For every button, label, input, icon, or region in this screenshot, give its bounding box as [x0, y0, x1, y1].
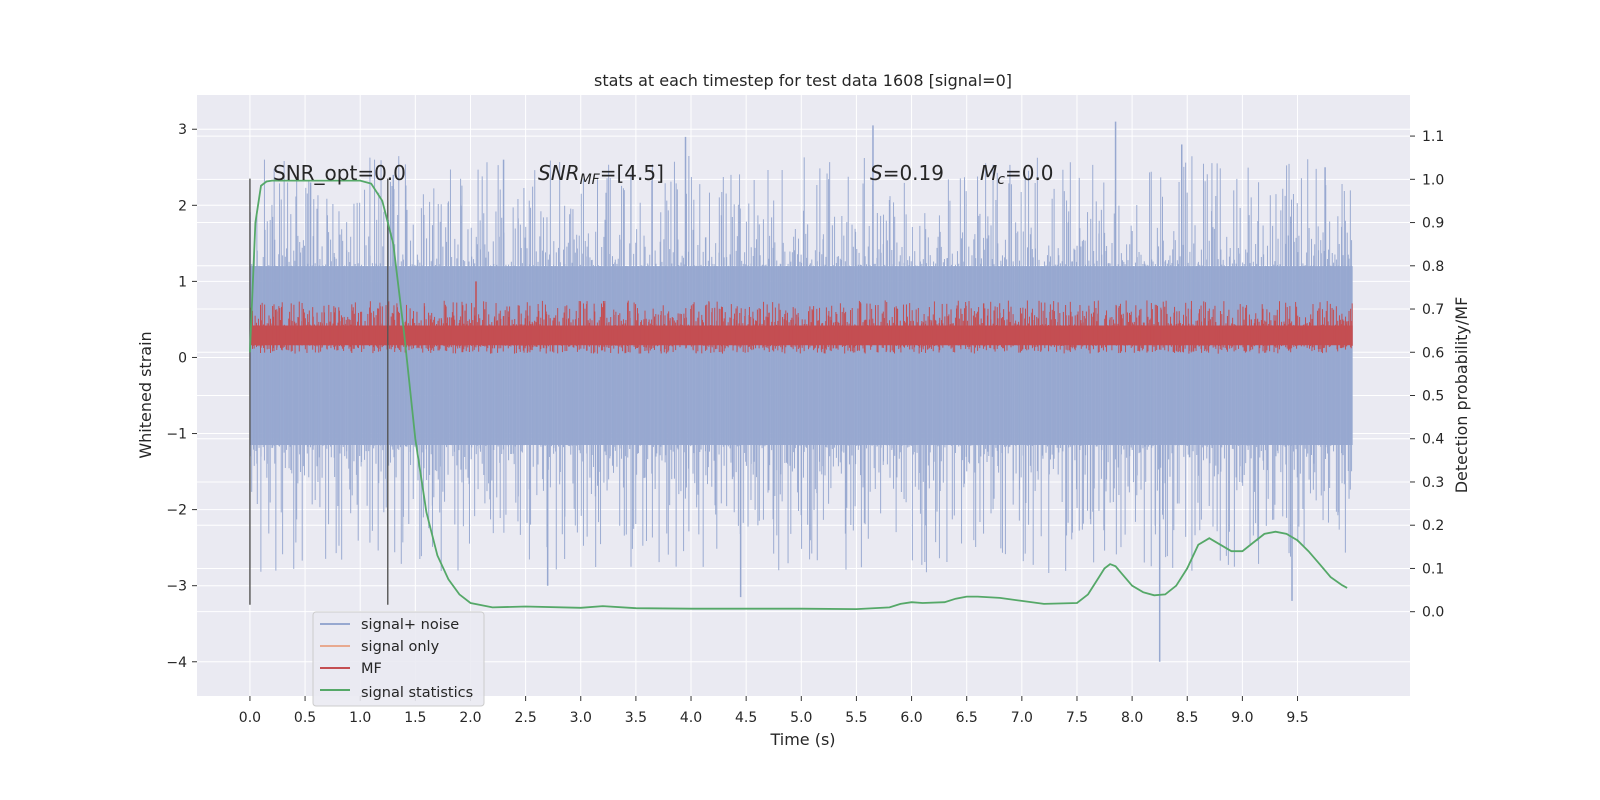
window-markers: [249, 178, 389, 605]
x-tick-label: 4.5: [735, 710, 757, 726]
x-tick-label: 8.5: [1176, 710, 1198, 726]
x-tick-label: 2.5: [514, 710, 536, 726]
y-tick-label: 2: [178, 198, 187, 214]
x-tick-label: 6.0: [900, 710, 922, 726]
y-tick-label: 0: [178, 350, 187, 366]
y-right-tick-label: 0.6: [1422, 345, 1444, 361]
series-signal-noise: [249, 121, 1353, 662]
annotation-mc: Mc=0.0: [980, 161, 1054, 188]
x-tick-label: 8.0: [1121, 710, 1143, 726]
legend: signal+ noise signal only MF signal stat…: [312, 611, 485, 707]
x-tick-label: 1.0: [349, 710, 371, 726]
y-right-tick-label: 0.4: [1422, 432, 1444, 448]
y-tick-label: 3: [178, 122, 187, 138]
legend-label-signal-statistics: signal statistics: [361, 685, 473, 701]
y-tick-label: 1: [178, 274, 187, 290]
y-right-tick-label: 0.1: [1422, 561, 1444, 577]
y-right-tick-label: 0.9: [1422, 216, 1444, 232]
annotation-s: S=0.19: [870, 161, 944, 185]
y-right-tick-label: 0.5: [1422, 389, 1444, 405]
legend-box: [312, 611, 485, 707]
y-tick-label: −3: [166, 579, 187, 595]
y-right-tick-label: 0.8: [1422, 259, 1444, 275]
series-signal-statistics: [249, 179, 1348, 611]
x-tick-label: 2.0: [459, 710, 481, 726]
y-tick-label: −1: [166, 427, 187, 443]
x-tick-label: 3.5: [625, 710, 647, 726]
series-mf: [249, 281, 1353, 354]
annotation-snr-mf: SNRMF=[4.5]: [538, 161, 664, 188]
annotation-snr-opt: SNR_opt=0.0: [273, 161, 406, 185]
legend-label-signal-only: signal only: [361, 639, 440, 655]
y-right-axis-label: Detection probability/MF: [1452, 297, 1471, 494]
legend-label-mf: MF: [361, 661, 382, 677]
x-tick-label: 4.0: [680, 710, 702, 726]
y-right-tick-label: 1.1: [1422, 129, 1444, 145]
x-tick-label: 0.0: [239, 710, 261, 726]
x-tick-label: 1.5: [404, 710, 426, 726]
x-tick-label: 9.0: [1231, 710, 1253, 726]
x-tick-label: 5.5: [845, 710, 867, 726]
y-right-axis-ticks: 1.1 1.0 0.9 0.8 0.7 0.6 0.5 0.4 0.3 0.2 0.1 0.0: [1410, 129, 1444, 621]
y-tick-label: −4: [166, 655, 187, 671]
x-tick-label: 0.5: [294, 710, 316, 726]
x-axis-label: Time (s): [769, 730, 835, 749]
y-right-tick-label: 1.0: [1422, 172, 1444, 188]
x-axis-ticks: 0.0 0.5 1.0 1.5 2.0 2.5 3.0 3.5 4.0 4.5 5.0 5.5 6.0 6…: [239, 696, 1309, 726]
series-mf-core: [249, 325, 1353, 346]
y-right-tick-label: 0.2: [1422, 518, 1444, 534]
x-tick-label: 5.0: [790, 710, 812, 726]
x-tick-label: 7.0: [1011, 710, 1033, 726]
chart-title: stats at each timestep for test data 160…: [594, 71, 1012, 90]
y-right-tick-label: 0.7: [1422, 302, 1444, 318]
y-right-tick-label: 0.0: [1422, 605, 1444, 621]
y-axis-label: Whitened strain: [136, 331, 155, 458]
x-tick-label: 9.5: [1286, 710, 1308, 726]
x-tick-label: 7.5: [1066, 710, 1088, 726]
y-axis-ticks: 3 2 1 0 −1 −2 −3 −4: [166, 122, 197, 671]
y-right-tick-label: 0.3: [1422, 475, 1444, 491]
x-tick-label: 6.5: [956, 710, 978, 726]
legend-label-signal-noise: signal+ noise: [361, 617, 459, 633]
y-tick-label: −2: [166, 503, 187, 519]
x-tick-label: 3.0: [570, 710, 592, 726]
